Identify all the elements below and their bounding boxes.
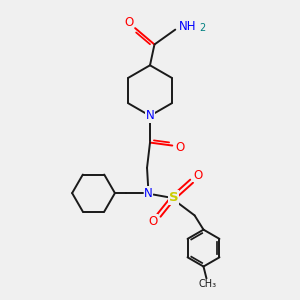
Text: 2: 2 (199, 23, 205, 33)
Text: N: N (146, 109, 154, 122)
Text: CH₃: CH₃ (199, 279, 217, 289)
Text: O: O (124, 16, 134, 29)
Text: O: O (193, 169, 202, 182)
Text: O: O (176, 140, 185, 154)
Text: NH: NH (179, 20, 196, 33)
Text: N: N (144, 187, 153, 200)
Text: O: O (148, 215, 158, 228)
Text: S: S (169, 191, 178, 204)
